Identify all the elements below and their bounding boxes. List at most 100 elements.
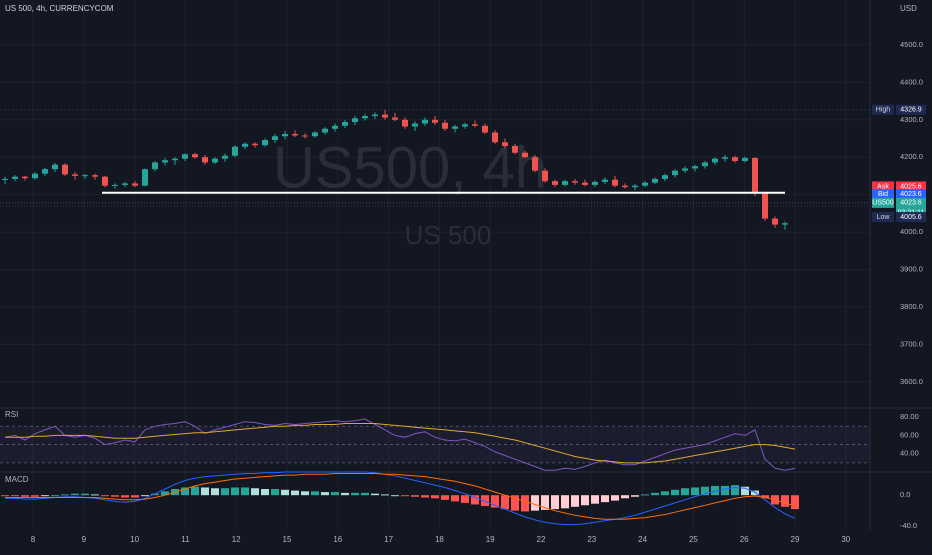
macd-histogram-bar xyxy=(251,488,259,496)
y-tick-label: 3700.0 xyxy=(900,339,923,348)
candle-body xyxy=(322,128,328,133)
x-tick-label: 30 xyxy=(841,535,850,544)
candle-body xyxy=(612,179,618,186)
candle-body xyxy=(582,182,588,185)
candle-body xyxy=(62,164,68,175)
macd-histogram-bar xyxy=(681,488,689,496)
y-tick-label: 4200.0 xyxy=(900,152,923,161)
candle-body xyxy=(222,155,228,159)
candle-body xyxy=(712,158,718,163)
x-tick-label: 9 xyxy=(82,535,87,544)
y-tick-label: 4000.0 xyxy=(900,227,923,236)
x-tick-label: 15 xyxy=(283,535,292,544)
macd-histogram-bar xyxy=(341,492,349,496)
symbol-title[interactable]: US 500, 4h, CURRENCYCOM xyxy=(5,4,114,13)
candle-body xyxy=(252,143,258,146)
macd-histogram-bar xyxy=(61,494,69,496)
macd-histogram-bar xyxy=(531,495,539,511)
macd-histogram-bar xyxy=(421,495,429,498)
macd-histogram-bar xyxy=(331,492,339,496)
candle-body xyxy=(692,166,698,169)
macd-pane-label[interactable]: MACD xyxy=(5,475,29,484)
macd-histogram-bar xyxy=(721,485,729,496)
macd-histogram-bar xyxy=(191,486,199,496)
price-tag-label-bg xyxy=(872,212,894,223)
price-tag-value: 4025.6 xyxy=(900,183,922,190)
macd-histogram-bar xyxy=(81,493,89,496)
candle-body xyxy=(352,118,358,123)
macd-histogram-bar xyxy=(461,495,469,503)
x-tick-label: 16 xyxy=(333,535,342,544)
candle-body xyxy=(372,114,378,117)
price-tag-bid: Bid 4023.6 xyxy=(872,189,926,200)
candle-body xyxy=(482,125,488,133)
macd-histogram-bar xyxy=(311,491,319,496)
candle-body xyxy=(552,181,558,185)
rsi-tick-label: 40.00 xyxy=(900,449,919,458)
candle-body xyxy=(672,170,678,176)
candle-body xyxy=(662,175,668,179)
macd-histogram-bar xyxy=(741,486,749,496)
macd-histogram-bar xyxy=(641,494,649,496)
price-tag-label: Ask xyxy=(877,183,889,190)
macd-histogram-bar xyxy=(291,490,299,496)
x-tick-label: 19 xyxy=(486,535,495,544)
macd-histogram-bar xyxy=(451,495,459,502)
candle-body xyxy=(392,117,398,120)
y-tick-label: 4400.0 xyxy=(900,77,923,86)
macd-histogram-bar xyxy=(501,495,509,510)
macd-histogram-bar xyxy=(131,495,139,498)
price-tag-label: Bid xyxy=(878,191,888,198)
candle-body xyxy=(92,175,98,177)
macd-histogram-bar xyxy=(481,495,489,507)
candle-body xyxy=(532,157,538,171)
macd-histogram-bar xyxy=(381,494,389,496)
x-tick-label: 12 xyxy=(232,535,241,544)
candle-body xyxy=(102,176,108,186)
candle-body xyxy=(142,169,148,186)
macd-histogram-bar xyxy=(301,491,309,496)
candle-body xyxy=(422,119,428,124)
macd-histogram-bar xyxy=(551,495,559,510)
candle-body xyxy=(242,143,248,147)
candle-body xyxy=(462,124,468,127)
candle-body xyxy=(182,154,188,159)
macd-histogram-bar xyxy=(701,486,709,496)
candle-body xyxy=(722,157,728,159)
macd-histogram-bar xyxy=(761,495,769,499)
candle-body xyxy=(472,124,478,126)
macd-tick-label: 0.0 xyxy=(900,490,910,499)
macd-histogram-bar xyxy=(361,492,369,496)
macd-histogram-bar xyxy=(401,495,409,497)
x-tick-label: 8 xyxy=(31,535,36,544)
x-tick-label: 25 xyxy=(689,535,698,544)
macd-histogram-bar xyxy=(21,495,29,497)
macd-histogram-bar xyxy=(511,495,519,511)
macd-histogram-bar xyxy=(241,487,249,496)
candle-body xyxy=(72,174,78,176)
y-tick-label: 3900.0 xyxy=(900,264,923,273)
macd-histogram-bar xyxy=(391,495,399,497)
candle-body xyxy=(522,152,528,158)
macd-histogram-bar xyxy=(11,495,19,497)
candle-body xyxy=(262,139,268,146)
x-tick-label: 23 xyxy=(587,535,596,544)
x-tick-label: 10 xyxy=(130,535,139,544)
rsi-pane-label[interactable]: RSI xyxy=(5,410,19,419)
candle-body xyxy=(542,170,548,182)
macd-histogram-bar xyxy=(351,492,359,496)
price-tag-value-bg xyxy=(896,104,926,115)
candle-body xyxy=(342,122,348,126)
macd-histogram-bar xyxy=(591,495,599,504)
price-tag-high: High 4326.9 xyxy=(872,104,926,115)
candle-body xyxy=(762,193,768,219)
rsi-line xyxy=(4,418,796,471)
macd-histogram-bar xyxy=(541,495,549,510)
candle-body xyxy=(772,218,778,225)
x-tick-label: 22 xyxy=(537,535,546,544)
macd-histogram-bar xyxy=(101,495,109,497)
candle-body xyxy=(32,173,38,179)
macd-histogram-bar xyxy=(91,494,99,496)
